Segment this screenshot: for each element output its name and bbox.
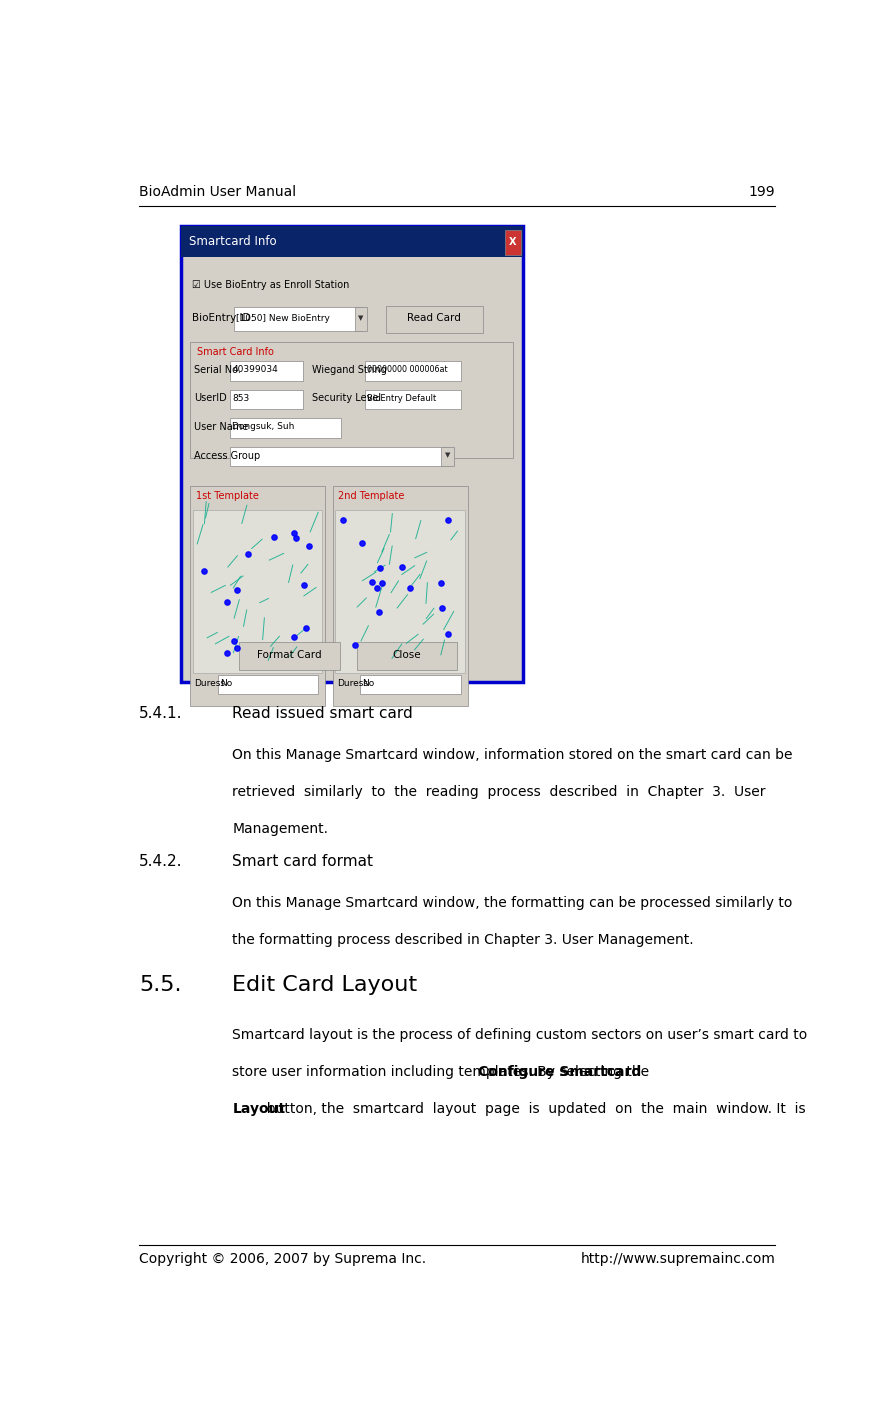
Text: Edit Card Layout: Edit Card Layout	[233, 975, 417, 995]
Text: Duress: Duress	[194, 679, 226, 689]
Text: 5.4.2.: 5.4.2.	[139, 854, 183, 868]
Text: On this Manage Smartcard window, the formatting can be processed similarly to: On this Manage Smartcard window, the for…	[233, 896, 793, 910]
Bar	[218, 674, 318, 694]
Text: X: X	[509, 238, 516, 248]
Text: 2nd Template: 2nd Template	[338, 491, 405, 501]
Bar	[190, 486, 325, 706]
Text: Smartcard layout is the process of defining custom sectors on user’s smart card : Smartcard layout is the process of defin…	[233, 1028, 808, 1041]
Text: store user information including templates. By selecting the: store user information including templat…	[233, 1065, 654, 1079]
Text: 5.5.: 5.5.	[139, 975, 182, 995]
Text: On this Manage Smartcard window, information stored on the smart card can be: On this Manage Smartcard window, informa…	[233, 747, 793, 761]
Text: Serial No.: Serial No.	[194, 365, 242, 375]
Text: Security Level: Security Level	[312, 394, 381, 404]
Text: button, the  smartcard  layout  page  is  updated  on  the  main  window. It  is: button, the smartcard layout page is upd…	[259, 1102, 806, 1117]
Text: 5.4.1.: 5.4.1.	[139, 706, 183, 722]
Bar	[505, 231, 521, 255]
Text: Read Card: Read Card	[408, 314, 461, 324]
Bar	[190, 342, 513, 458]
Text: Smart card format: Smart card format	[233, 854, 374, 868]
Text: Configure Smartcard: Configure Smartcard	[478, 1065, 641, 1079]
Bar	[355, 307, 368, 331]
Text: 1st Template: 1st Template	[196, 491, 259, 501]
Text: ▼: ▼	[445, 452, 450, 459]
Bar	[333, 486, 467, 706]
Text: BioEntry ID:: BioEntry ID:	[193, 314, 254, 324]
Text: Smart Card Info: Smart Card Info	[197, 347, 274, 356]
Bar	[180, 225, 523, 682]
Bar	[180, 225, 523, 257]
Text: 40399034: 40399034	[233, 365, 278, 375]
Bar	[239, 642, 340, 670]
Text: Dongsuk, Suh: Dongsuk, Suh	[233, 422, 295, 432]
Text: Copyright © 2006, 2007 by Suprema Inc.: Copyright © 2006, 2007 by Suprema Inc.	[139, 1252, 426, 1265]
Bar	[230, 418, 341, 438]
Text: retrieved  similarly  to  the  reading  process  described  in  Chapter  3.  Use: retrieved similarly to the reading proce…	[233, 784, 766, 799]
Text: [1050] New BioEntry: [1050] New BioEntry	[235, 314, 330, 322]
Text: No: No	[362, 679, 375, 689]
Text: User Name: User Name	[194, 422, 249, 432]
Text: BioAdmin User Manual: BioAdmin User Manual	[139, 184, 296, 198]
Text: UserID: UserID	[194, 394, 227, 404]
Text: 853: 853	[233, 394, 250, 404]
Bar	[360, 674, 460, 694]
Bar	[335, 511, 465, 673]
Bar	[357, 642, 458, 670]
Bar	[386, 307, 483, 332]
Bar	[442, 446, 454, 466]
Text: 00000000 000006at: 00000000 000006at	[367, 365, 447, 375]
Text: Management.: Management.	[233, 823, 328, 836]
Bar	[230, 389, 303, 409]
Text: Access Group: Access Group	[194, 451, 260, 461]
Bar	[230, 446, 448, 466]
Text: Format Card: Format Card	[257, 650, 322, 660]
Text: ☑ Use BioEntry as Enroll Station: ☑ Use BioEntry as Enroll Station	[193, 281, 350, 291]
Text: BioEntry Default: BioEntry Default	[367, 394, 436, 404]
Bar	[234, 307, 362, 331]
Bar	[193, 511, 322, 673]
Text: the formatting process described in Chapter 3. User Management.: the formatting process described in Chap…	[233, 933, 694, 947]
Text: Duress: Duress	[337, 679, 368, 689]
Bar	[365, 389, 460, 409]
Text: No: No	[220, 679, 232, 689]
Bar	[365, 361, 460, 381]
Text: Read issued smart card: Read issued smart card	[233, 706, 413, 722]
Text: Smartcard Info: Smartcard Info	[189, 235, 277, 248]
Bar	[230, 361, 303, 381]
Text: Close: Close	[392, 650, 421, 660]
Text: ▼: ▼	[359, 315, 364, 321]
Text: Layout: Layout	[233, 1102, 285, 1117]
Text: http://www.supremainc.com: http://www.supremainc.com	[581, 1252, 775, 1265]
Text: Wiegand String: Wiegand String	[312, 365, 387, 375]
Text: 199: 199	[748, 184, 775, 198]
